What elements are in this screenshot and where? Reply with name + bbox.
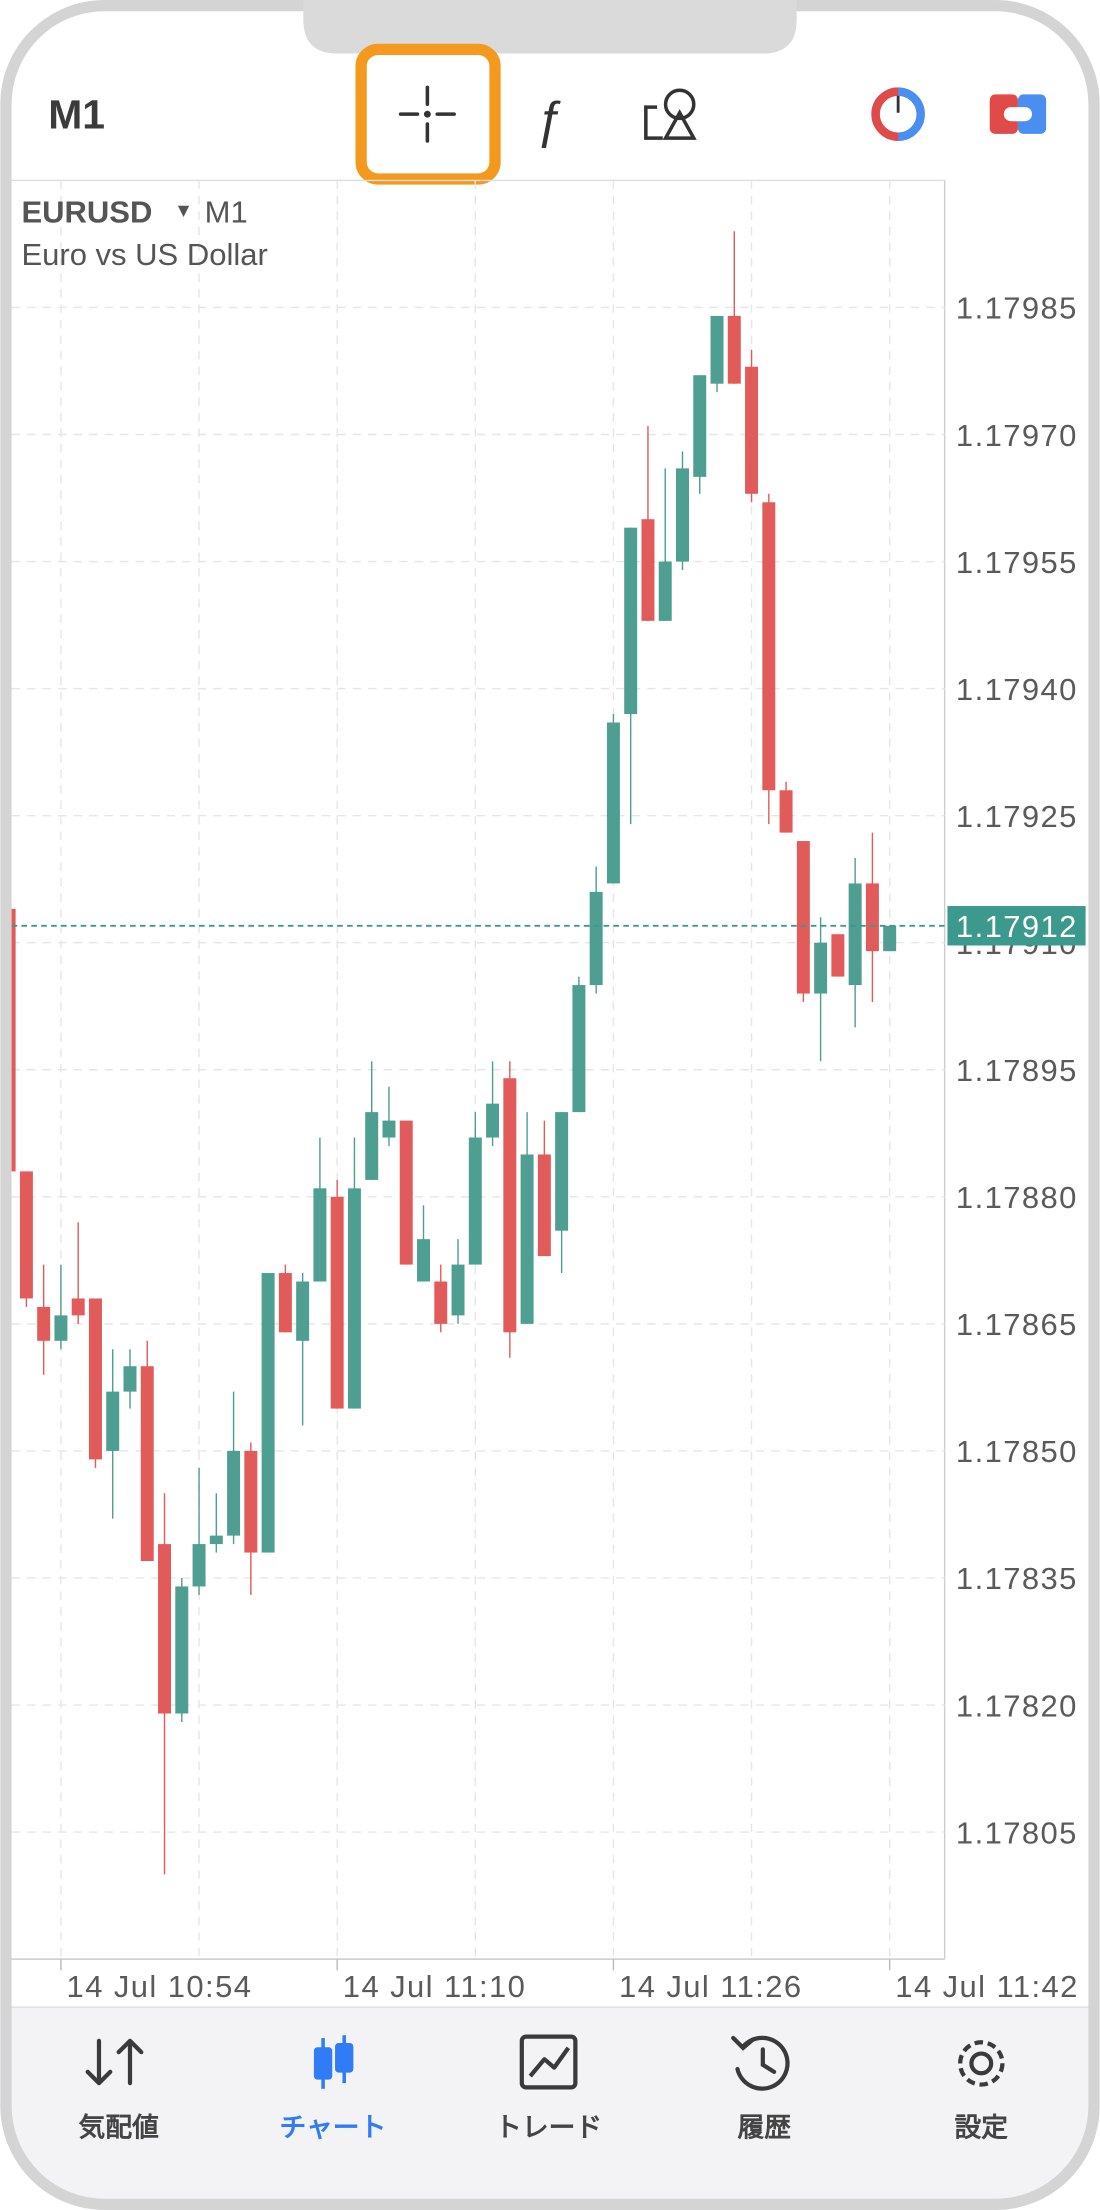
tab-label[interactable]: 設定 (955, 2113, 1009, 2143)
candle-body (175, 1586, 189, 1714)
candle-body (140, 1366, 154, 1562)
candle-body (762, 502, 776, 791)
axes: 1.17985 1.17970 1.17955 1.17940 1.17925 1.179… (60, 291, 1086, 2004)
y-tick-label: 1.17955 (956, 545, 1078, 580)
candle-body (486, 1103, 500, 1138)
candle-body (796, 841, 810, 994)
candle-body (123, 1366, 137, 1392)
history-icon (731, 2035, 790, 2091)
symbol-description: Euro vs US Dollar (21, 237, 267, 272)
x-tick-label: 14 Jul 11:26 (619, 1969, 803, 2004)
y-tick-label: 1.17880 (956, 1180, 1078, 1215)
candle-body (745, 366, 759, 494)
candle-body (710, 315, 724, 384)
x-tick-label: 14 Jul 10:54 (67, 1969, 253, 2004)
tab-label[interactable]: トレード (495, 2113, 602, 2143)
candle-body (468, 1137, 482, 1265)
tab-label[interactable]: 気配値 (79, 2112, 160, 2143)
candle-body (347, 1188, 361, 1409)
candle-body (158, 1544, 172, 1714)
tab-label[interactable]: チャート (280, 2113, 387, 2143)
candle-body (831, 934, 845, 977)
y-tick-label: 1.17805 (956, 1815, 1078, 1850)
y-tick-label: 1.17985 (956, 291, 1078, 326)
one-click-icon[interactable] (871, 87, 925, 141)
x-tick-label: 14 Jul 11:42 (895, 1969, 1079, 2004)
candle-body (658, 561, 672, 621)
symbol-dropdown[interactable] (177, 205, 190, 218)
candle-body (848, 883, 862, 986)
candle-body (624, 527, 638, 715)
grid (11, 180, 945, 1960)
candle-body (814, 942, 828, 994)
quotes-icon (85, 2038, 144, 2086)
current-price-badge (947, 906, 1086, 946)
y-tick-label: 1.17970 (956, 418, 1078, 453)
current-price-label: 1.17912 (956, 909, 1078, 944)
y-tick-label: 1.17820 (956, 1688, 1078, 1723)
trade-toggle-icon[interactable] (989, 94, 1047, 134)
candle-body (572, 985, 586, 1113)
candle-body (365, 1112, 379, 1180)
y-tick-label: 1.17940 (956, 672, 1078, 707)
tab-bar (8, 2007, 1092, 2202)
chart-icon (313, 2035, 354, 2089)
candle-body (11, 908, 16, 1172)
y-tick-label: 1.17925 (956, 799, 1078, 834)
candle-body (313, 1188, 327, 1282)
candle-body (54, 1315, 68, 1341)
chart-timeframe: M1 (205, 195, 248, 230)
candle-body (296, 1281, 310, 1341)
candle-body (865, 883, 879, 952)
y-tick-label: 1.17865 (956, 1307, 1078, 1342)
candle-body (382, 1120, 396, 1138)
candle-body (520, 1154, 534, 1324)
candle-body (537, 1154, 551, 1257)
objects-button[interactable] (644, 88, 697, 140)
candle-body (261, 1273, 275, 1553)
y-tick-label: 1.17850 (956, 1434, 1078, 1469)
notch (303, 0, 797, 54)
candle-body (676, 468, 689, 562)
settings-icon (958, 2040, 1005, 2087)
candle-body (278, 1273, 292, 1333)
candle-body (71, 1298, 85, 1316)
candle-body (244, 1450, 258, 1553)
symbol: EURUSD (21, 195, 152, 230)
candle-body (192, 1544, 206, 1587)
x-tick-label: 14 Jul 11:10 (343, 1969, 527, 2004)
candle-body (779, 790, 793, 833)
candle-body (693, 375, 707, 477)
candle-body (434, 1281, 448, 1324)
candle-body (641, 519, 655, 621)
candle-body (883, 925, 897, 952)
candle-body (399, 1120, 413, 1265)
candle-body (555, 1112, 569, 1231)
candle-body (451, 1264, 465, 1316)
candle-body (88, 1298, 102, 1460)
candle-body (19, 1171, 33, 1299)
candle-body (37, 1306, 51, 1341)
candle-body (606, 722, 620, 884)
tab-label[interactable]: 履歴 (737, 2113, 791, 2143)
timeframe-button[interactable]: M1 (48, 91, 105, 137)
tab-labels: 気配値 チャート トレード 履歴 設定 (79, 2112, 1009, 2143)
candle-body (227, 1450, 241, 1536)
candle-body (417, 1239, 430, 1282)
indicator-button[interactable]: ƒ (534, 91, 562, 148)
candle-body (330, 1196, 344, 1409)
y-tick-label: 1.17835 (956, 1561, 1078, 1596)
candle-body (727, 315, 741, 384)
candle-body (209, 1535, 223, 1545)
candle-body (503, 1078, 517, 1333)
candle-body (589, 891, 603, 986)
trade-icon (519, 2034, 578, 2090)
y-tick-label: 1.17895 (956, 1053, 1078, 1088)
crosshair-icon (398, 85, 456, 143)
plot-area (11, 231, 945, 1875)
candle-body (106, 1391, 120, 1451)
